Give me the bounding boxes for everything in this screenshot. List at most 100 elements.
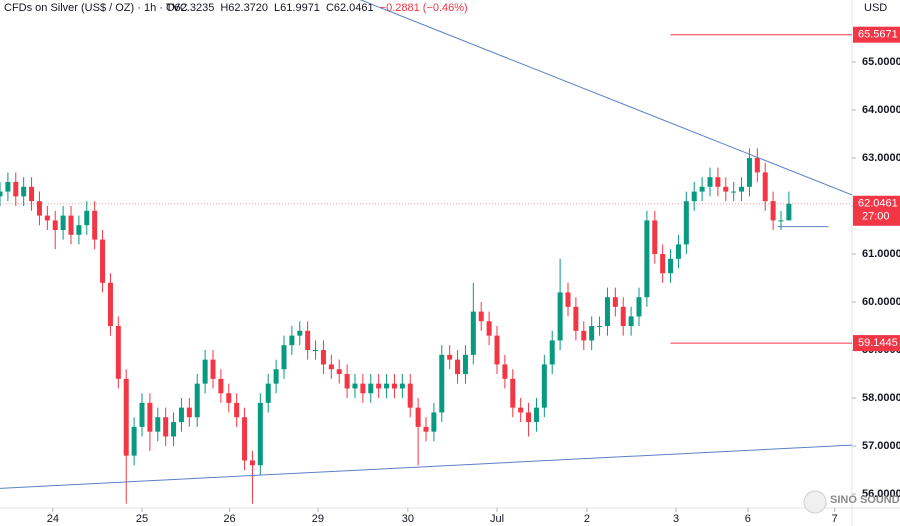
candle-body [289, 335, 295, 346]
y-tick-label: 58.0000 [862, 392, 900, 404]
candle-body [778, 220, 784, 222]
candle-body [597, 326, 603, 328]
candle-body [739, 186, 745, 192]
x-tick-label: 30 [402, 513, 414, 525]
ohlc-label: H62.3720 [220, 2, 268, 14]
candle-body [660, 254, 666, 274]
candle-body [210, 359, 216, 379]
candle-body [581, 330, 587, 341]
candle-body [123, 378, 129, 456]
candle-body [360, 383, 366, 394]
candle-body [234, 402, 240, 418]
candle-body [455, 359, 461, 375]
candle-body [186, 407, 192, 418]
level-label-box [853, 26, 900, 43]
candle-body [754, 157, 760, 173]
candle-body [155, 417, 161, 432]
candle-body [486, 321, 492, 336]
candle-body [100, 239, 106, 283]
x-tick-label: 3 [673, 513, 679, 525]
ohlc-label: −0.2881 (−0.46%) [380, 2, 468, 14]
candle-body [68, 215, 74, 235]
last-price-label: 62.0461 [858, 198, 898, 210]
candle-body [84, 210, 90, 226]
candle-body [731, 191, 737, 193]
candle-body [478, 311, 484, 322]
trendline [0, 444, 852, 489]
candle-body [470, 311, 476, 355]
y-tick-label: 57.0000 [862, 440, 900, 452]
candle-body [612, 297, 618, 307]
candle-body [376, 383, 382, 389]
y-tick-label: 61.0000 [862, 248, 900, 260]
candle-body [620, 306, 626, 327]
candle-body [494, 335, 500, 365]
candle-body [407, 383, 413, 408]
chart-title: CFDs on Silver (US$ / OZ) · 1h · TVC [4, 2, 188, 14]
candle-body [652, 220, 658, 254]
level-label-box [853, 335, 900, 352]
candle-body [139, 402, 145, 427]
candle-body [281, 345, 287, 370]
ohlc-label: C62.0461 [326, 2, 374, 14]
x-tick-label: 6 [745, 513, 751, 525]
candle-body [723, 186, 729, 192]
candle-body [163, 417, 169, 437]
ohlc-label: O62.3235 [166, 2, 214, 14]
candle-body [439, 354, 445, 413]
candle-body [423, 426, 429, 432]
candle-body [557, 292, 563, 341]
candle-body [92, 210, 98, 240]
candle-body [305, 330, 311, 351]
candle-body [297, 330, 303, 336]
candle-body [636, 297, 642, 317]
y-tick-label: 56.0000 [862, 488, 900, 500]
x-tick-label: 25 [136, 513, 148, 525]
candle-body [770, 201, 776, 221]
candle-body [391, 383, 397, 389]
candle-body [604, 297, 610, 327]
x-tick-label: 24 [47, 513, 59, 525]
candle-body [541, 364, 547, 408]
candle-body [273, 369, 279, 384]
candle-body [320, 350, 326, 365]
candle-body [13, 181, 19, 197]
candle-body [447, 354, 453, 360]
candle-body [313, 350, 319, 352]
candle-body [107, 282, 113, 327]
candle-body [226, 393, 232, 403]
candle-body [589, 326, 595, 341]
candle-body [668, 258, 674, 274]
level-label: 65.5671 [858, 29, 898, 41]
candle-body [384, 383, 390, 389]
candle-body [5, 181, 11, 192]
trendline [359, 0, 852, 196]
candle-body [21, 186, 27, 197]
candle-body [746, 157, 752, 187]
candle-body [762, 172, 768, 202]
watermark-logo [803, 490, 827, 514]
candle-body [171, 422, 177, 437]
candle-body [36, 201, 42, 216]
y-tick-label: 63.0000 [862, 152, 900, 164]
candle-body [549, 340, 555, 365]
candle-body [147, 402, 153, 432]
candle-body [265, 383, 271, 403]
candle-body [462, 354, 468, 375]
candle-body [29, 186, 35, 202]
candle-body [328, 364, 334, 370]
candle-body [218, 378, 224, 394]
candle-body [683, 201, 689, 245]
candle-body [707, 177, 713, 187]
candle-body [368, 383, 374, 394]
candle-body [76, 225, 82, 235]
candle-body [202, 359, 208, 384]
candle-body [699, 186, 705, 192]
level-label: 59.1445 [858, 337, 898, 349]
last-price-box [853, 195, 900, 226]
x-tick-label: 2 [584, 513, 590, 525]
candle-body [526, 412, 532, 423]
candle-body [675, 244, 681, 259]
candle-body [60, 215, 66, 230]
